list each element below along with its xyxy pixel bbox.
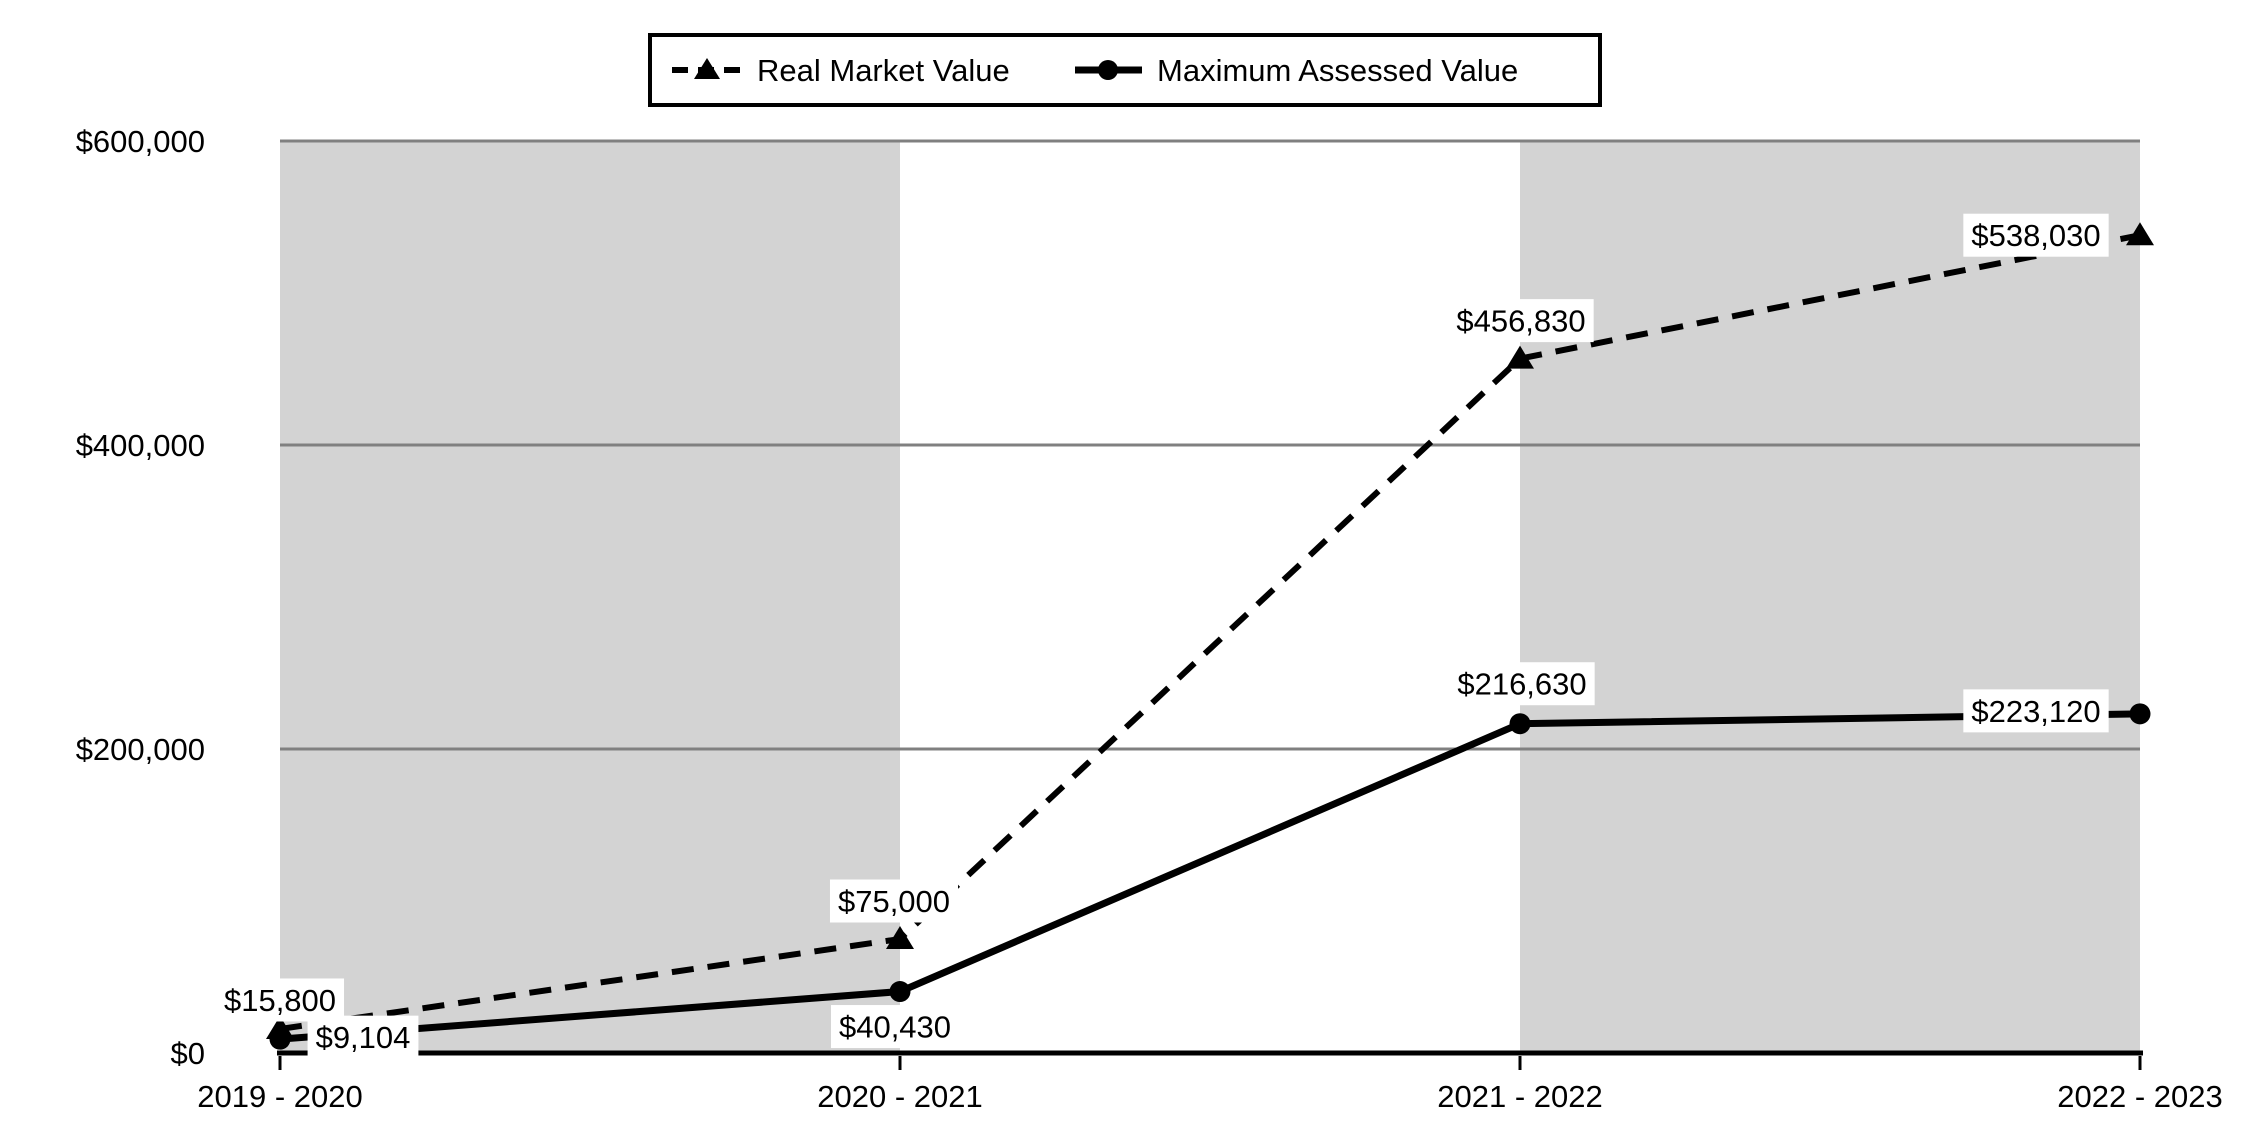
data-label-bg — [1448, 299, 1594, 343]
legend-item-real-market-value: Real Market Value — [672, 53, 1010, 88]
y-axis-tick-label-0: $0 — [171, 1036, 205, 1071]
data-label-text: $538,030 — [1971, 218, 2100, 253]
data-label-bg — [830, 1005, 960, 1049]
data-label-bg — [1449, 662, 1595, 706]
series-line-real-market-value — [279, 232, 2141, 1032]
data-label-bg — [1963, 689, 2109, 733]
data-label-text: $216,630 — [1457, 667, 1586, 702]
data-label-group: $40,430 — [830, 1005, 960, 1049]
y-axis-tick-label-600000: $600,000 — [76, 124, 205, 159]
legend-label-maximum-assessed-value: Maximum Assessed Value — [1157, 53, 1518, 88]
data-label-bg — [829, 879, 959, 923]
series-line-maximum-assessed-value — [279, 710, 2141, 1043]
data-label-text: $75,000 — [838, 884, 950, 919]
marker-circle-0 — [269, 1028, 291, 1050]
marker-circle-2 — [1509, 713, 1531, 735]
data-label-group: $538,030 — [1963, 213, 2109, 257]
legend-label-real-market-value: Real Market Value — [757, 53, 1010, 88]
data-label-text: $40,430 — [839, 1010, 951, 1045]
plot-band-0 — [280, 141, 900, 1053]
data-label-text: $15,800 — [224, 983, 336, 1018]
marker-triangle-2 — [1506, 345, 1534, 369]
plot-band-1 — [1520, 141, 2140, 1053]
data-label-group: $223,120 — [1963, 689, 2109, 733]
x-axis-tick-label-2: 2021 - 2022 — [1437, 1079, 1602, 1114]
data-label-group: $456,830 — [1448, 299, 1594, 343]
marker-circle-1 — [889, 981, 911, 1003]
data-label-bg — [307, 1015, 419, 1059]
x-axis-tick-label-3: 2022 - 2023 — [2057, 1079, 2222, 1114]
data-label-text: $223,120 — [1971, 694, 2100, 729]
data-label-group: $9,104 — [307, 1015, 419, 1059]
data-label-text: $9,104 — [316, 1020, 411, 1055]
legend-triangle-marker-icon — [694, 58, 720, 79]
legend-circle-marker-icon — [1098, 60, 1118, 80]
y-axis-tick-label-200000: $200,000 — [76, 732, 205, 767]
marker-triangle-1 — [886, 926, 914, 949]
data-label-group: $75,000 — [829, 879, 959, 923]
x-axis-tick-label-0: 2019 - 2020 — [197, 1079, 362, 1114]
x-axis-tick-label-1: 2020 - 2021 — [817, 1079, 982, 1114]
marker-triangle-3 — [2126, 222, 2154, 246]
data-label-group: $216,630 — [1449, 662, 1595, 706]
data-label-bg — [1963, 213, 2109, 257]
legend-item-maximum-assessed-value: Maximum Assessed Value — [1075, 53, 1518, 88]
data-label-text: $456,830 — [1456, 304, 1585, 339]
data-label-group: $15,800 — [215, 978, 345, 1022]
y-axis-tick-label-400000: $400,000 — [76, 428, 205, 463]
legend: Real Market Value Maximum Assessed Value — [648, 33, 1602, 107]
marker-circle-3 — [2129, 703, 2151, 725]
data-label-bg — [215, 978, 345, 1022]
